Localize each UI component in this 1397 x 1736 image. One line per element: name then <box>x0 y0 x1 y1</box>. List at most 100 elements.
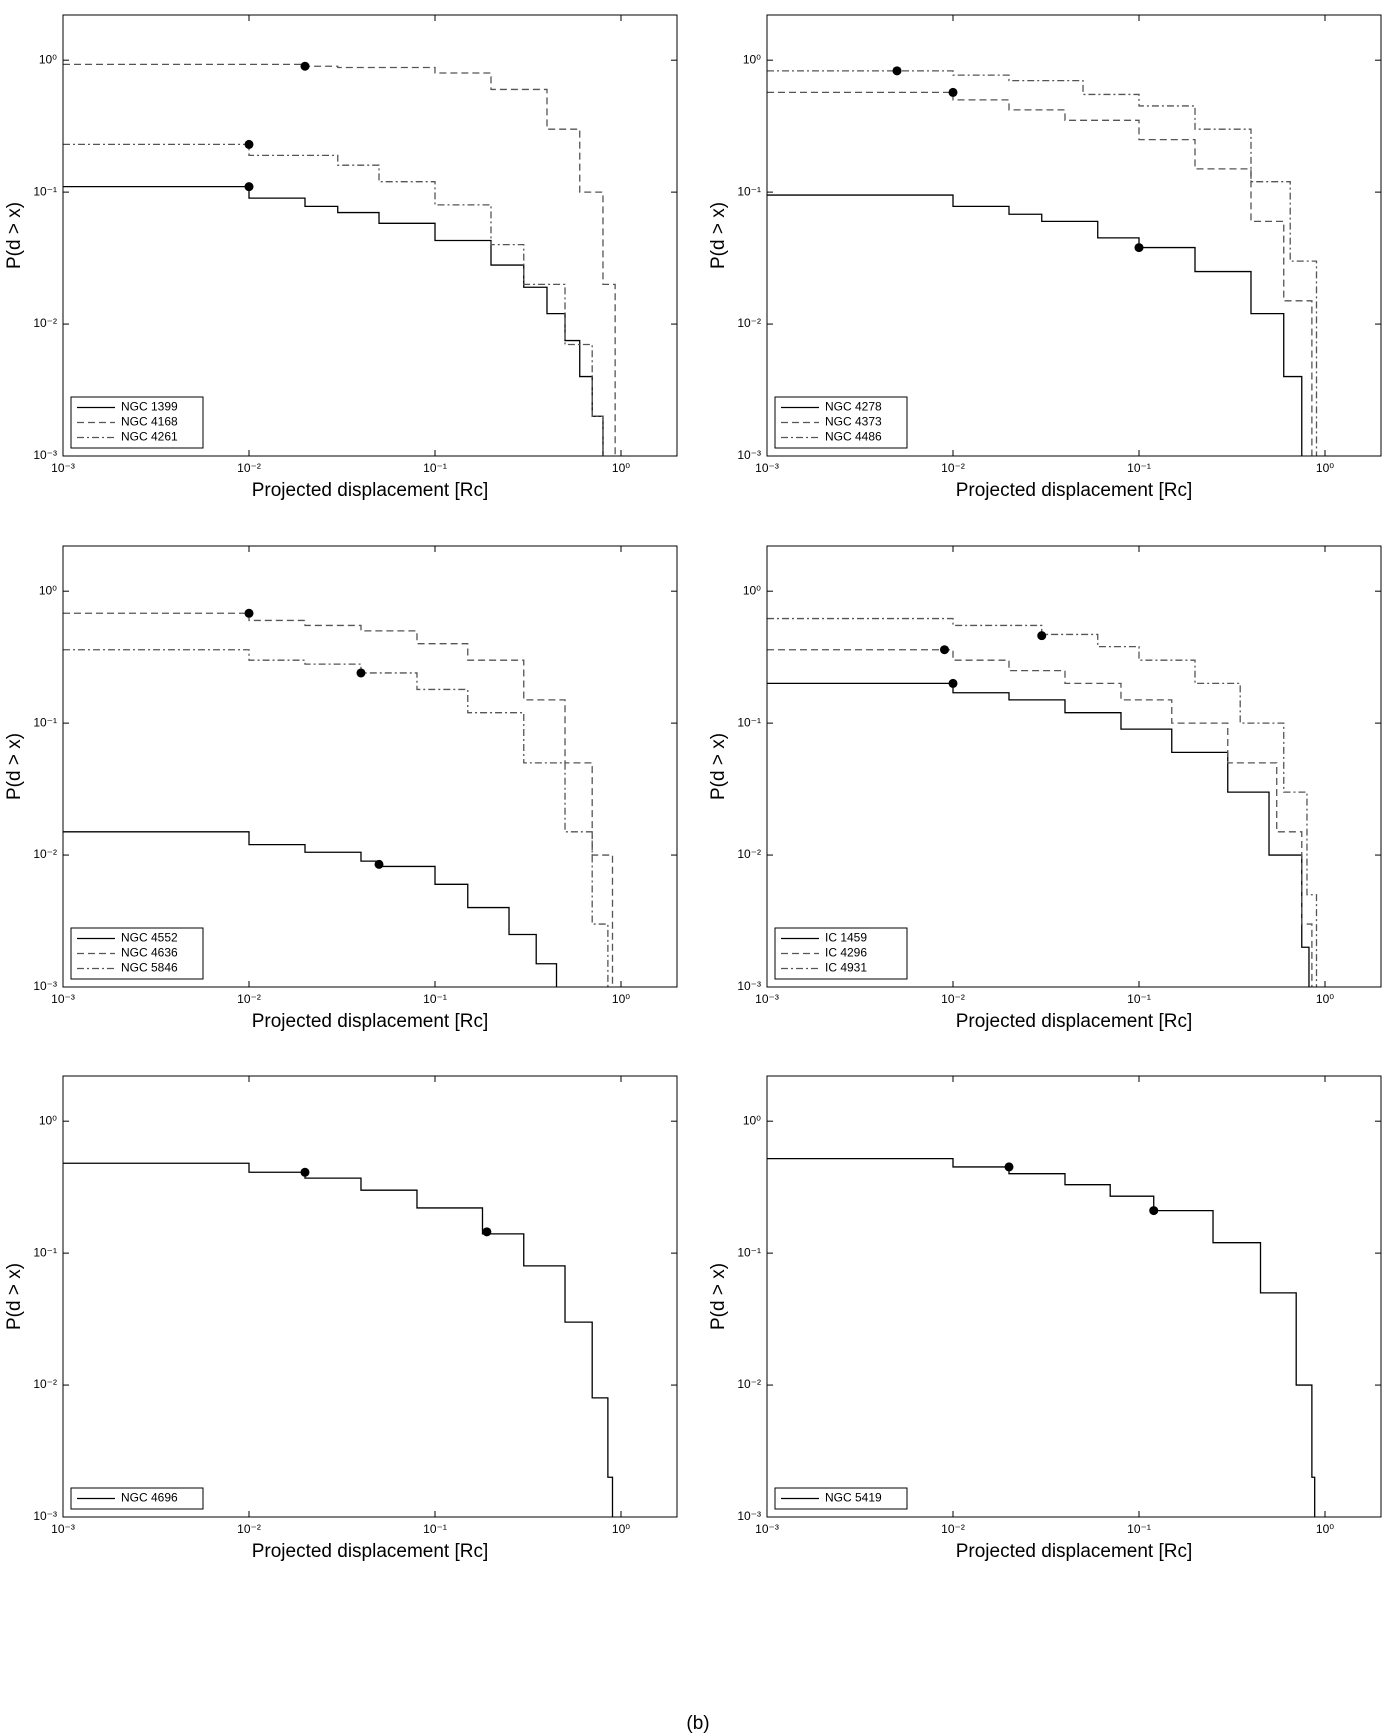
series-line <box>767 682 1310 987</box>
x-tick-label: 10⁻² <box>941 1522 965 1536</box>
y-axis-label: P(d > x) <box>4 1263 25 1330</box>
legend-box <box>774 1487 908 1510</box>
x-axis-label: Projected displacement [Rc] <box>956 1011 1193 1032</box>
legend-label: NGC 5846 <box>121 961 178 975</box>
series-line <box>767 70 1318 456</box>
plot-frame <box>766 1075 1382 1518</box>
marker <box>948 87 958 97</box>
marker <box>244 139 254 149</box>
y-axis-label: P(d > x) <box>708 733 729 800</box>
x-axis-label: Projected displacement [Rc] <box>252 1011 489 1032</box>
series-line <box>767 617 1318 987</box>
legend-label: NGC 4278 <box>825 400 882 414</box>
plot-frame <box>766 545 1382 988</box>
y-tick-label: 10⁻¹ <box>737 1245 761 1259</box>
caption: (b) <box>686 1713 709 1734</box>
x-tick-label: 10⁰ <box>612 461 630 475</box>
x-tick-label: 10⁻² <box>941 992 965 1006</box>
y-axis-label: P(d > x) <box>708 1263 729 1330</box>
y-tick-label: 10⁻¹ <box>737 184 761 198</box>
x-tick-label: 10⁰ <box>1316 992 1334 1006</box>
y-axis-label: P(d > x) <box>4 202 25 269</box>
y-tick-label: 10⁰ <box>39 52 57 66</box>
y-tick-label: 10⁻³ <box>737 1509 761 1523</box>
series-line <box>63 143 604 456</box>
y-tick-label: 10⁰ <box>39 1113 57 1127</box>
y-tick-label: 10⁻³ <box>33 979 57 993</box>
y-tick-label: 10⁻³ <box>737 448 761 462</box>
series-line <box>63 63 616 456</box>
marker <box>300 1167 310 1177</box>
y-tick-label: 10⁻¹ <box>737 715 761 729</box>
y-tick-label: 10⁻³ <box>737 979 761 993</box>
y-tick-label: 10⁻¹ <box>33 184 57 198</box>
y-tick-label: 10⁰ <box>743 583 761 597</box>
y-tick-label: 10⁻² <box>737 847 761 861</box>
legend-box <box>70 927 204 980</box>
marker <box>1004 1162 1014 1172</box>
y-tick-label: 10⁻² <box>737 316 761 330</box>
x-axis-label: Projected displacement [Rc] <box>252 1541 489 1562</box>
legend-label: IC 1459 <box>825 931 867 945</box>
x-tick-label: 10⁻² <box>237 992 261 1006</box>
marker <box>244 182 254 192</box>
marker <box>1134 243 1144 253</box>
x-tick-label: 10⁰ <box>612 1522 630 1536</box>
legend-label: NGC 4636 <box>121 946 178 960</box>
y-tick-label: 10⁻² <box>33 316 57 330</box>
x-tick-label: 10⁻¹ <box>423 992 447 1006</box>
plot-frame <box>62 545 678 988</box>
legend-box <box>774 396 908 449</box>
y-tick-label: 10⁰ <box>743 52 761 66</box>
x-tick-label: 10⁻³ <box>51 461 75 475</box>
x-tick-label: 10⁰ <box>1316 1522 1334 1536</box>
x-tick-label: 10⁻³ <box>755 461 779 475</box>
x-axis-label: Projected displacement [Rc] <box>956 480 1193 501</box>
legend-label: NGC 4696 <box>121 1491 178 1505</box>
marker <box>244 608 254 618</box>
x-tick-label: 10⁰ <box>612 992 630 1006</box>
x-axis-label: Projected displacement [Rc] <box>252 480 489 501</box>
marker <box>1037 631 1047 641</box>
series-line <box>767 194 1303 456</box>
plot-frame <box>62 1075 678 1518</box>
y-tick-label: 10⁻² <box>737 1377 761 1391</box>
x-tick-label: 10⁻¹ <box>423 1522 447 1536</box>
legend-label: IC 4296 <box>825 946 867 960</box>
x-tick-label: 10⁰ <box>1316 461 1334 475</box>
y-tick-label: 10⁰ <box>743 1113 761 1127</box>
x-tick-label: 10⁻³ <box>51 992 75 1006</box>
series-line <box>63 831 558 987</box>
legend-label: NGC 4552 <box>121 931 178 945</box>
x-tick-label: 10⁻³ <box>755 1522 779 1536</box>
marker <box>300 61 310 71</box>
y-tick-label: 10⁻² <box>33 847 57 861</box>
marker <box>374 859 384 869</box>
x-tick-label: 10⁻¹ <box>1127 461 1151 475</box>
x-tick-label: 10⁻¹ <box>1127 992 1151 1006</box>
series-line <box>767 91 1313 456</box>
legend-box <box>70 1487 204 1510</box>
series-line <box>63 612 614 987</box>
y-axis-label: P(d > x) <box>4 733 25 800</box>
y-tick-label: 10⁻² <box>33 1377 57 1391</box>
x-tick-label: 10⁻² <box>237 461 261 475</box>
marker <box>356 668 366 678</box>
x-tick-label: 10⁻² <box>941 461 965 475</box>
marker <box>948 678 958 688</box>
plot-frame <box>62 14 678 457</box>
legend-label: NGC 4373 <box>825 415 882 429</box>
y-tick-label: 10⁻¹ <box>33 1245 57 1259</box>
y-axis-label: P(d > x) <box>708 202 729 269</box>
marker <box>1149 1206 1159 1216</box>
legend-label: IC 4931 <box>825 961 867 975</box>
y-tick-label: 10⁻³ <box>33 1509 57 1523</box>
x-tick-label: 10⁻¹ <box>423 461 447 475</box>
legend-label: NGC 4168 <box>121 415 178 429</box>
y-tick-label: 10⁰ <box>39 583 57 597</box>
legend-label: NGC 5419 <box>825 1491 882 1505</box>
x-tick-label: 10⁻³ <box>755 992 779 1006</box>
marker <box>892 66 902 76</box>
plot-frame <box>766 14 1382 457</box>
